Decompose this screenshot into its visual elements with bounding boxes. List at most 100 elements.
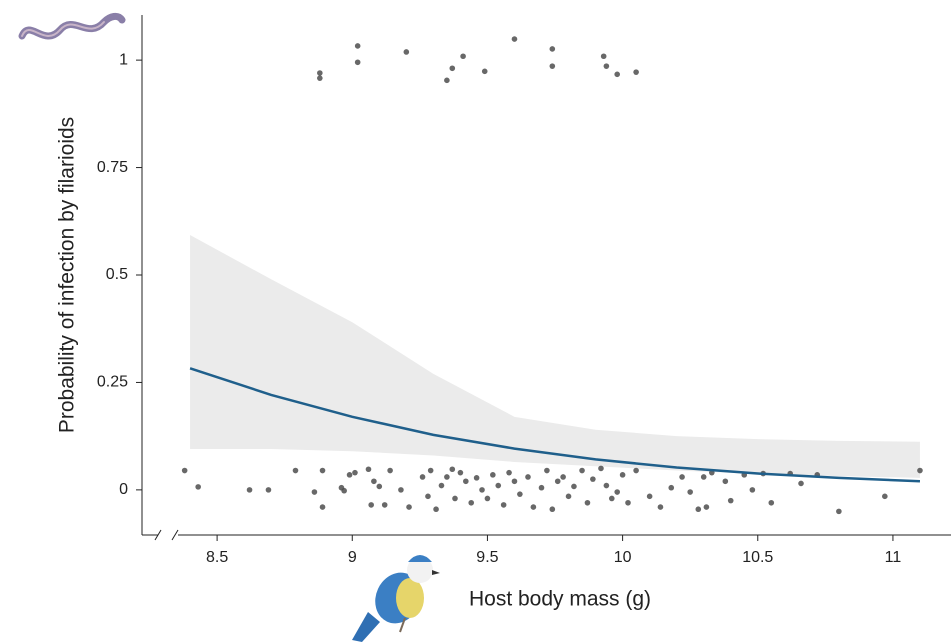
x-tick-label: 9.5 bbox=[476, 549, 498, 566]
data-point bbox=[354, 59, 361, 66]
data-point bbox=[798, 480, 804, 487]
data-point bbox=[460, 53, 466, 60]
data-point bbox=[406, 504, 412, 510]
data-point bbox=[608, 495, 615, 502]
data-point bbox=[525, 474, 531, 480]
data-point bbox=[490, 472, 496, 478]
bird-head bbox=[407, 557, 433, 583]
data-point bbox=[549, 63, 556, 69]
data-point bbox=[603, 482, 610, 489]
data-point bbox=[836, 508, 842, 515]
data-point bbox=[473, 475, 480, 481]
data-point bbox=[517, 491, 523, 497]
data-point bbox=[468, 499, 475, 506]
data-point bbox=[571, 483, 577, 490]
data-point bbox=[506, 469, 512, 476]
axis-break bbox=[154, 529, 162, 541]
data-point bbox=[181, 467, 188, 474]
data-point bbox=[565, 493, 572, 500]
data-point bbox=[371, 478, 377, 485]
data-point bbox=[579, 467, 585, 474]
data-point bbox=[354, 43, 361, 49]
data-point bbox=[449, 65, 456, 72]
bird-tail bbox=[352, 612, 380, 642]
x-tick-label: 10 bbox=[614, 549, 632, 566]
bird-leg bbox=[399, 617, 406, 633]
data-point bbox=[425, 493, 431, 500]
x-tick-label: 10.5 bbox=[742, 549, 773, 566]
y-tick-label: 1 bbox=[119, 51, 128, 68]
y-tick-label: 0.5 bbox=[106, 266, 128, 283]
x-tick-label: 8.5 bbox=[206, 549, 228, 566]
data-point bbox=[598, 465, 604, 472]
data-point bbox=[403, 49, 410, 55]
data-point bbox=[481, 68, 488, 75]
fit-line bbox=[189, 367, 921, 483]
data-point bbox=[603, 63, 610, 69]
data-point bbox=[560, 474, 566, 480]
data-point bbox=[457, 469, 464, 476]
data-point bbox=[917, 467, 923, 474]
data-point bbox=[687, 489, 693, 495]
data-point bbox=[549, 46, 556, 52]
data-point bbox=[511, 478, 518, 485]
data-point bbox=[376, 483, 383, 490]
y-tick-label: 0.75 bbox=[97, 159, 128, 176]
data-point bbox=[398, 487, 404, 493]
data-point bbox=[419, 474, 426, 480]
data-point bbox=[633, 69, 639, 75]
data-point bbox=[633, 467, 639, 474]
x-tick-label: 11 bbox=[885, 549, 902, 566]
data-point bbox=[749, 487, 756, 493]
data-point bbox=[695, 506, 702, 513]
data-point bbox=[444, 474, 450, 480]
data-point bbox=[530, 504, 537, 510]
data-point bbox=[246, 487, 253, 493]
data-point bbox=[317, 75, 323, 81]
data-point bbox=[452, 495, 458, 502]
data-point bbox=[668, 484, 675, 491]
axis-break bbox=[171, 529, 179, 541]
data-point bbox=[479, 487, 485, 493]
data-point bbox=[449, 466, 456, 473]
data-point bbox=[700, 474, 707, 480]
data-point bbox=[584, 499, 591, 506]
data-point bbox=[433, 506, 439, 513]
y-tick-label: 0.25 bbox=[97, 374, 128, 391]
data-point bbox=[387, 467, 393, 474]
bird-cap bbox=[408, 555, 432, 562]
data-point bbox=[619, 472, 626, 478]
x-tick-label: 9 bbox=[348, 549, 357, 566]
data-point bbox=[657, 504, 664, 510]
data-point bbox=[679, 474, 685, 480]
data-point bbox=[317, 70, 323, 76]
data-point bbox=[463, 478, 469, 485]
data-point bbox=[368, 502, 374, 508]
data-point bbox=[646, 493, 653, 500]
data-point bbox=[265, 487, 272, 493]
data-point bbox=[319, 467, 326, 474]
worm-icon bbox=[18, 12, 126, 40]
data-point bbox=[600, 53, 607, 60]
worm-highlight bbox=[21, 21, 105, 37]
data-point bbox=[703, 504, 710, 510]
data-point bbox=[500, 502, 507, 508]
data-point bbox=[427, 467, 434, 474]
data-point bbox=[444, 77, 450, 84]
data-point bbox=[341, 487, 347, 494]
data-point bbox=[365, 466, 372, 473]
data-point bbox=[590, 476, 596, 482]
bird-belly bbox=[396, 578, 424, 618]
data-point bbox=[352, 469, 358, 476]
data-point bbox=[538, 484, 545, 491]
data-point bbox=[511, 36, 518, 42]
bird-icon bbox=[352, 555, 440, 642]
data-point bbox=[614, 489, 620, 495]
y-tick-label: 0 bbox=[119, 481, 128, 498]
data-point bbox=[554, 478, 561, 485]
x-axis-title: Host body mass (g) bbox=[469, 588, 651, 611]
data-point bbox=[727, 497, 734, 504]
data-point bbox=[195, 484, 201, 490]
data-point bbox=[292, 467, 299, 474]
